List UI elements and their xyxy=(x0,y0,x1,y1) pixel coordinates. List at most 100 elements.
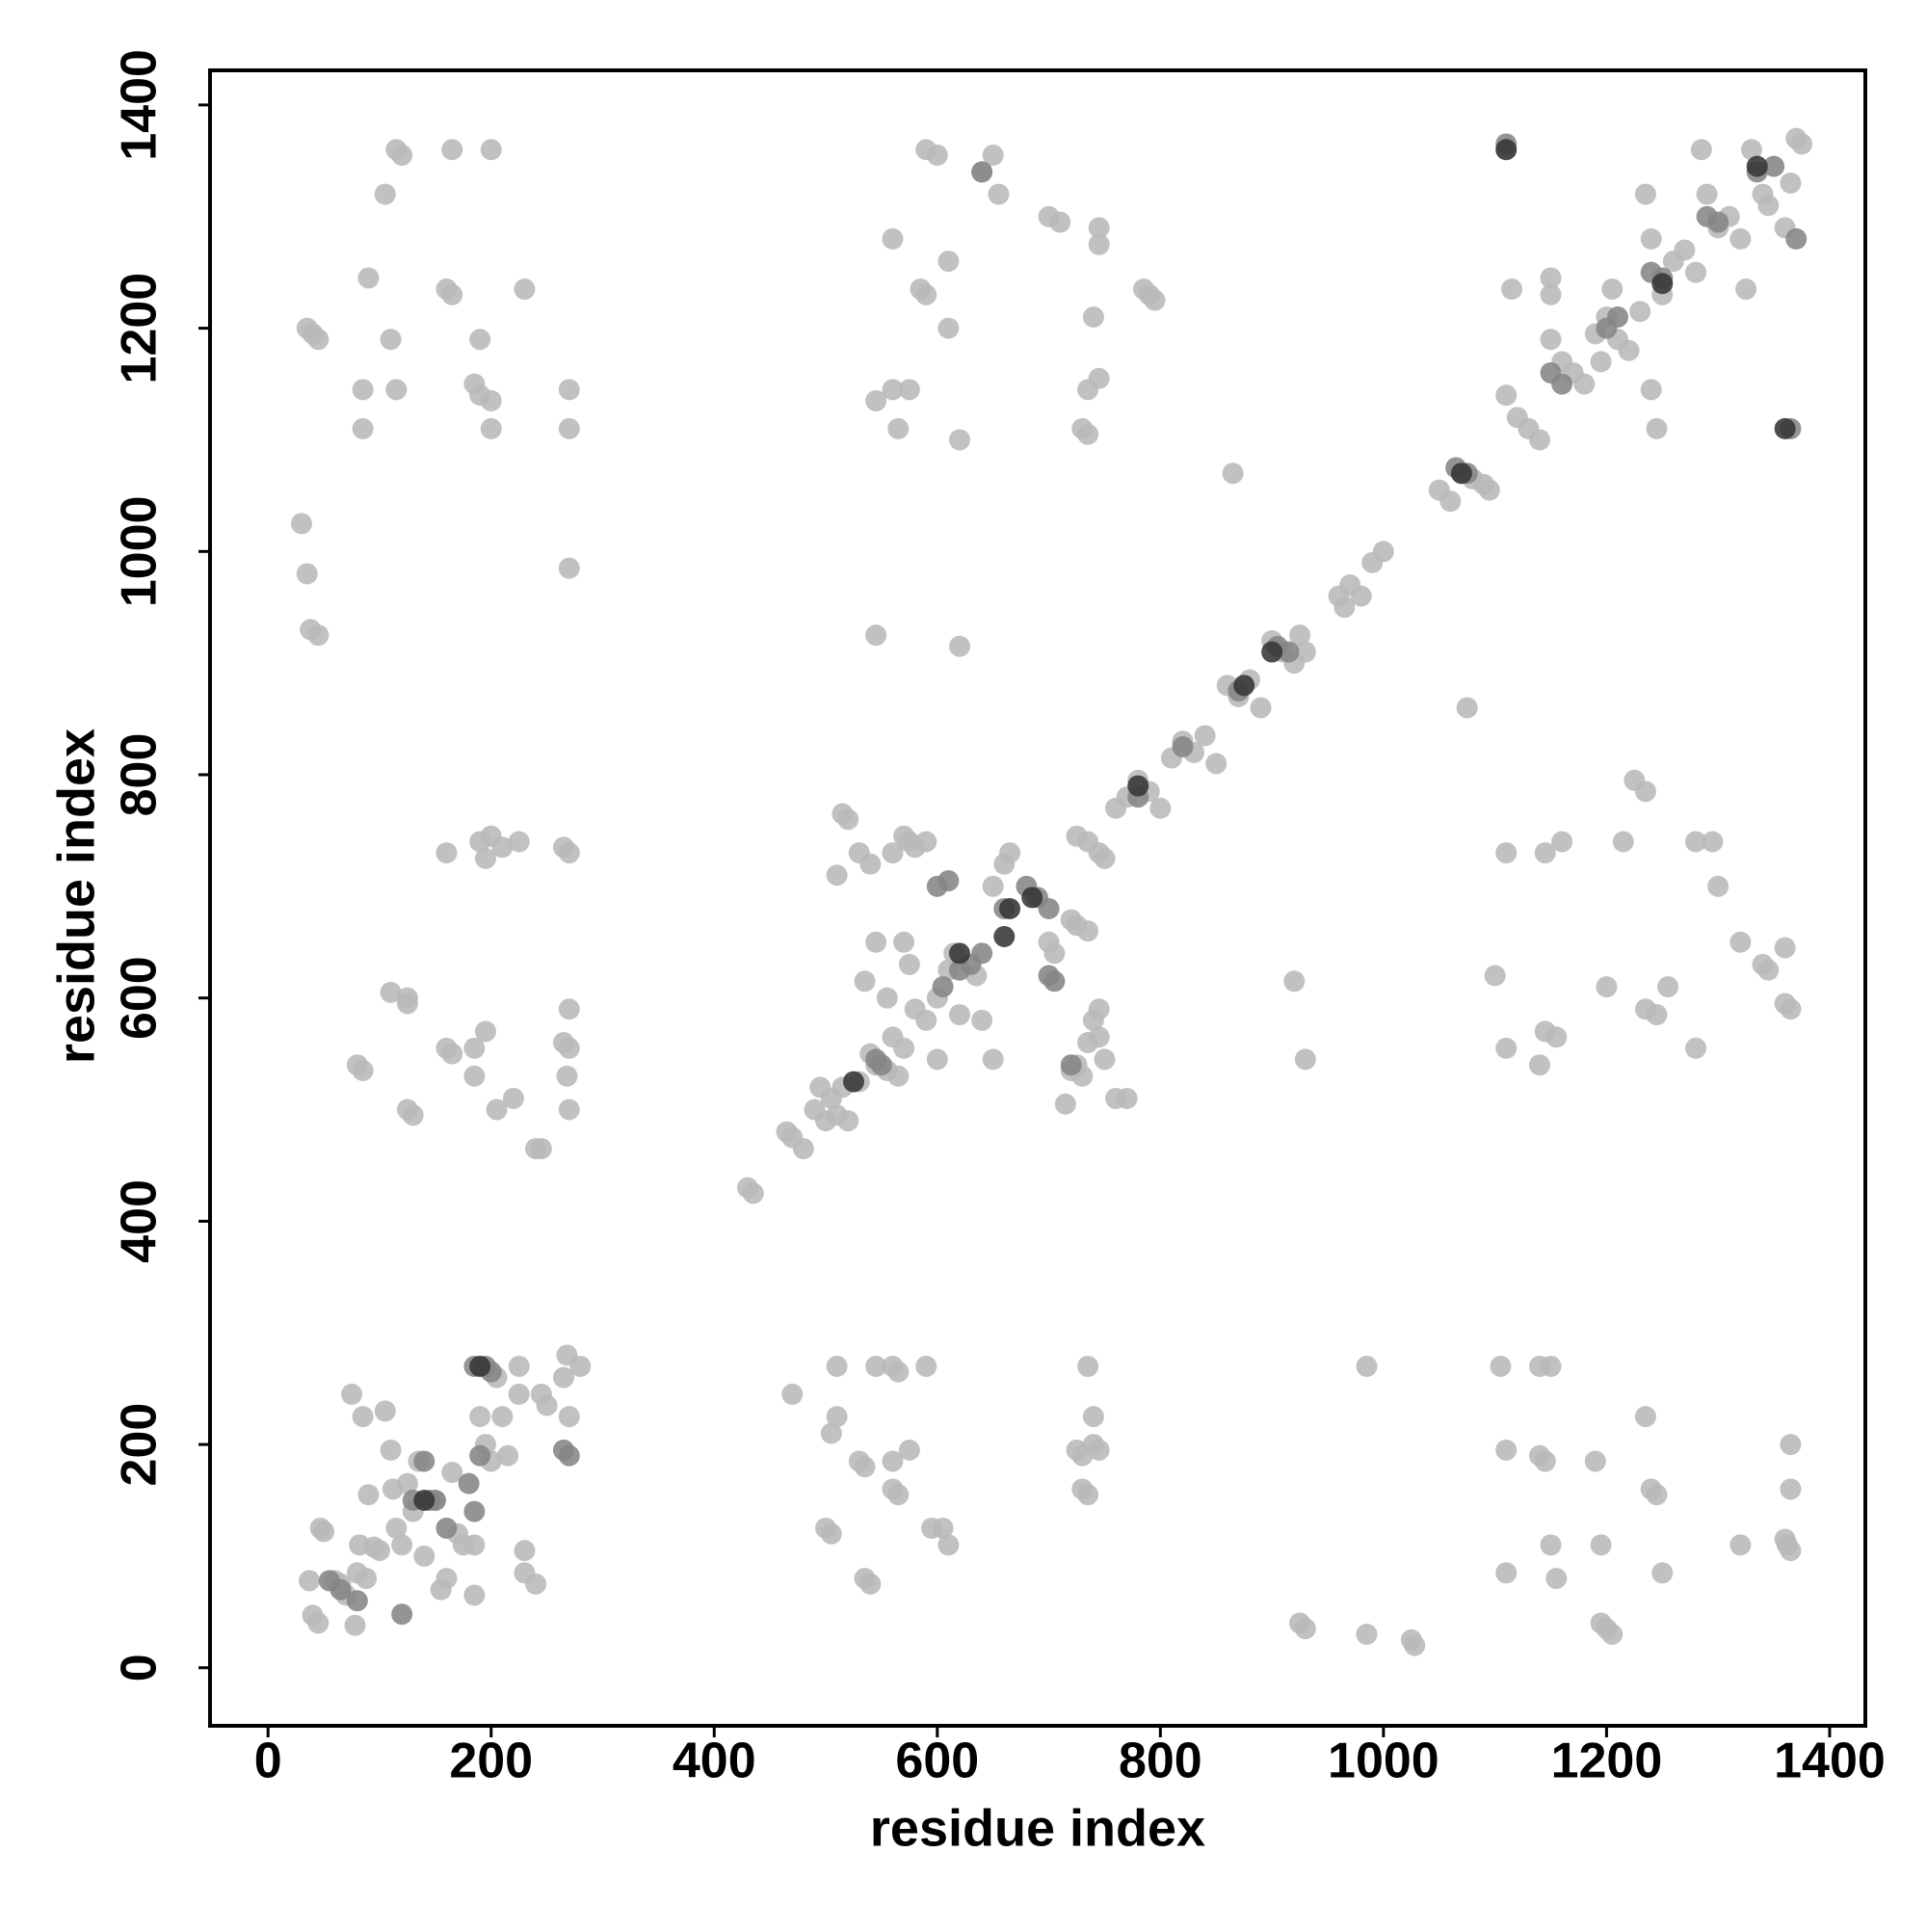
point xyxy=(1540,329,1562,351)
point xyxy=(1261,641,1283,663)
point xyxy=(1780,1478,1802,1500)
point xyxy=(898,1439,920,1461)
point xyxy=(1685,831,1707,853)
point xyxy=(469,1444,491,1467)
point xyxy=(926,1048,948,1071)
point xyxy=(1333,596,1356,619)
point xyxy=(352,379,374,401)
point xyxy=(307,624,330,647)
point xyxy=(436,1568,458,1590)
point xyxy=(558,1037,580,1059)
point xyxy=(1540,283,1562,305)
point xyxy=(837,1110,859,1132)
point xyxy=(1528,1054,1550,1076)
point xyxy=(344,1614,366,1636)
point xyxy=(356,1568,378,1590)
point xyxy=(1540,267,1562,289)
point xyxy=(352,1406,374,1428)
point xyxy=(508,1355,530,1377)
point xyxy=(1618,339,1640,361)
point xyxy=(870,1054,892,1076)
point xyxy=(999,842,1021,864)
point xyxy=(1612,831,1634,853)
point xyxy=(480,389,502,411)
point xyxy=(290,513,312,535)
point xyxy=(1088,1439,1110,1461)
point xyxy=(368,1540,390,1562)
point xyxy=(993,925,1016,947)
point xyxy=(385,379,408,401)
point xyxy=(982,1048,1004,1071)
y-tick-label: 0 xyxy=(112,1654,168,1681)
point xyxy=(865,931,887,953)
point xyxy=(915,831,937,853)
point xyxy=(1707,211,1729,233)
point xyxy=(391,1603,413,1626)
point xyxy=(1077,1484,1099,1506)
point xyxy=(491,836,514,859)
point xyxy=(1294,1618,1316,1640)
point xyxy=(1088,1026,1110,1048)
point xyxy=(357,267,380,289)
y-tick-label: 400 xyxy=(112,1179,168,1263)
point xyxy=(915,283,937,305)
point xyxy=(999,898,1021,920)
point xyxy=(1495,842,1518,864)
point xyxy=(1495,1439,1518,1461)
point xyxy=(530,1138,552,1160)
point xyxy=(826,1406,848,1428)
point xyxy=(391,145,413,167)
point xyxy=(826,864,848,887)
point xyxy=(1049,211,1071,233)
point xyxy=(469,1406,491,1428)
point xyxy=(1674,239,1696,261)
x-tick-label: 0 xyxy=(254,1734,282,1789)
point xyxy=(1372,541,1394,563)
point xyxy=(854,970,876,992)
point xyxy=(1450,463,1472,485)
point xyxy=(1640,227,1662,250)
point xyxy=(1127,775,1149,797)
point xyxy=(1082,1406,1104,1428)
point xyxy=(480,139,502,161)
point xyxy=(1495,1037,1518,1059)
point xyxy=(1495,1562,1518,1584)
point xyxy=(1540,1534,1562,1556)
point xyxy=(882,227,904,250)
point xyxy=(1685,261,1707,283)
point xyxy=(926,145,948,167)
point xyxy=(932,1517,954,1539)
point xyxy=(865,624,887,647)
point xyxy=(1088,998,1110,1020)
point xyxy=(1763,155,1785,177)
point xyxy=(1088,217,1110,239)
point xyxy=(1077,1355,1099,1377)
point xyxy=(882,842,904,864)
point xyxy=(1534,1450,1556,1472)
point xyxy=(820,1422,842,1444)
point xyxy=(948,635,970,657)
point xyxy=(558,842,580,864)
point xyxy=(1757,195,1780,217)
point xyxy=(1540,1355,1562,1377)
point xyxy=(859,1573,882,1595)
point xyxy=(1634,781,1656,803)
point xyxy=(1584,1450,1606,1472)
point xyxy=(932,976,954,998)
point xyxy=(385,1517,408,1539)
point xyxy=(474,1020,496,1043)
point xyxy=(1590,351,1612,373)
point xyxy=(1356,1624,1378,1646)
point xyxy=(330,1578,352,1601)
point xyxy=(1551,373,1573,395)
point xyxy=(1685,1037,1707,1059)
point xyxy=(1780,1434,1802,1456)
point xyxy=(558,557,580,579)
point xyxy=(357,1484,380,1506)
point xyxy=(441,1462,463,1484)
point xyxy=(1696,183,1718,205)
point xyxy=(982,875,1004,897)
point xyxy=(1735,278,1757,301)
